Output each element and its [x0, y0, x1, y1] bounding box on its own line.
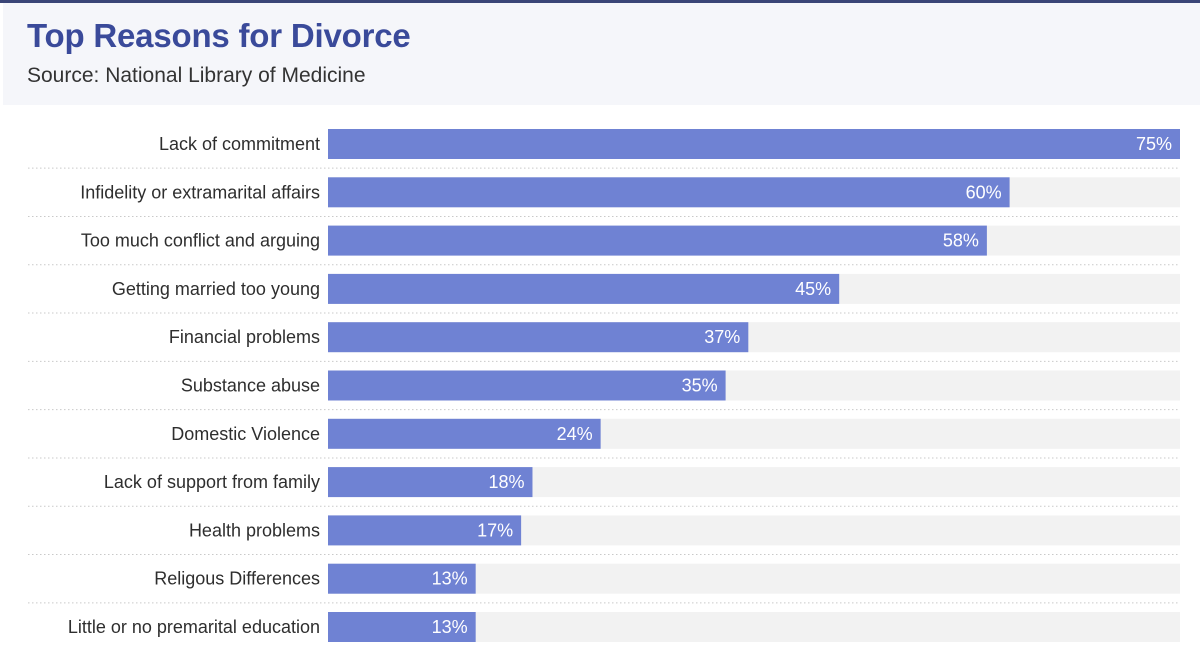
value-label: 13%: [432, 569, 468, 589]
value-label: 35%: [682, 376, 718, 396]
category-label: Substance abuse: [181, 376, 320, 396]
chart-title: Top Reasons for Divorce: [27, 17, 411, 54]
value-label: 45%: [795, 279, 831, 299]
bar: [328, 418, 601, 449]
bar: [328, 612, 476, 642]
bar: [328, 370, 726, 401]
bar: [328, 177, 1010, 208]
chart-header: Top Reasons for Divorce Source: National…: [3, 3, 1200, 105]
chart-subtitle: Source: National Library of Medicine: [27, 64, 366, 87]
category-label: Getting married too young: [112, 279, 320, 299]
category-label: Infidelity or extramarital affairs: [80, 182, 320, 202]
bar: [328, 225, 987, 256]
value-label: 60%: [966, 182, 1002, 202]
bar: [328, 322, 749, 353]
bar: [328, 563, 476, 594]
value-label: 18%: [488, 472, 524, 492]
category-label: Health problems: [189, 520, 320, 540]
category-label: Lack of support from family: [104, 472, 320, 492]
value-label: 37%: [704, 327, 740, 347]
value-label: 75%: [1136, 134, 1172, 154]
category-label: Too much conflict and arguing: [81, 231, 320, 251]
bar: [328, 273, 840, 304]
value-label: 24%: [557, 424, 593, 444]
category-label: Little or no premarital education: [68, 617, 320, 637]
bar: [328, 129, 1180, 159]
value-label: 17%: [477, 520, 513, 540]
value-label: 58%: [943, 231, 979, 251]
bar: [328, 467, 533, 498]
category-label: Religous Differences: [154, 569, 320, 589]
top-accent-line: [0, 0, 1200, 3]
category-label: Financial problems: [169, 327, 320, 347]
bar: [328, 515, 522, 546]
category-label: Lack of commitment: [159, 134, 320, 154]
value-label: 13%: [432, 617, 468, 637]
category-label: Domestic Violence: [171, 424, 320, 444]
